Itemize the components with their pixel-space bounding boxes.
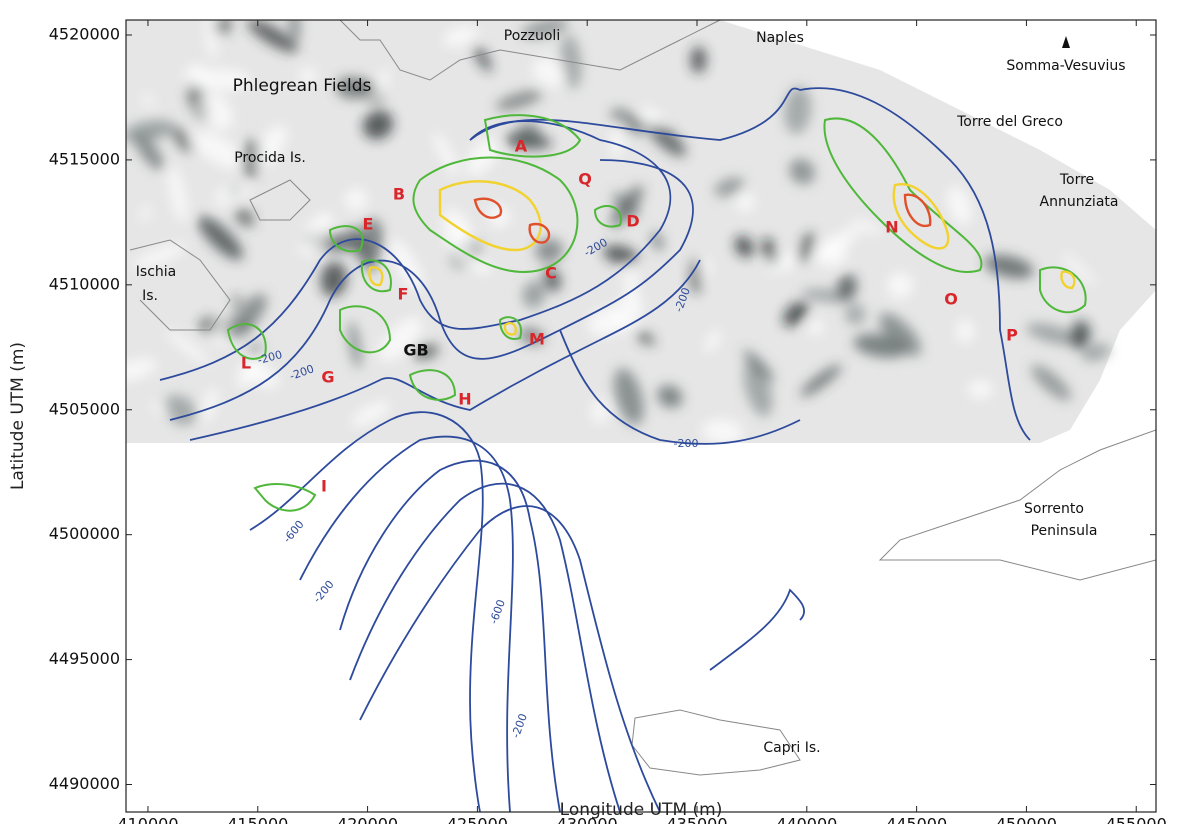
anomaly-label: F bbox=[398, 285, 409, 304]
anomaly-label: M bbox=[529, 330, 545, 349]
place-label: Is. bbox=[142, 288, 158, 304]
x-tick-label: 455000 bbox=[1106, 815, 1167, 824]
anomaly-label: P bbox=[1006, 326, 1018, 345]
volcano-symbol bbox=[1062, 36, 1070, 48]
x-tick-label: 435000 bbox=[666, 815, 727, 824]
anomaly-label: O bbox=[944, 290, 958, 309]
x-tick-label: 415000 bbox=[227, 815, 288, 824]
place-label: Ischia bbox=[136, 264, 176, 280]
x-tick-label: 445000 bbox=[886, 815, 947, 824]
contour-label: -600 bbox=[281, 518, 307, 545]
anomaly-label: Q bbox=[578, 170, 592, 189]
place-label: Torre del Greco bbox=[956, 114, 1063, 130]
place-label: Sorrento bbox=[1024, 501, 1084, 517]
y-tick-label: 4505000 bbox=[49, 399, 120, 418]
x-tick-label: 420000 bbox=[337, 815, 398, 824]
anomaly-label: L bbox=[241, 354, 251, 373]
anomaly-label: GB bbox=[403, 341, 428, 360]
contour-label: -200 bbox=[674, 437, 699, 450]
anomaly-label: I bbox=[321, 477, 327, 496]
anomaly-label: D bbox=[626, 212, 639, 231]
y-tick-label: 4520000 bbox=[49, 24, 120, 43]
x-tick-label: 450000 bbox=[996, 815, 1057, 824]
place-label: Procida Is. bbox=[234, 150, 306, 166]
contour-label: -600 bbox=[487, 598, 508, 626]
place-label: Torre bbox=[1059, 172, 1094, 188]
y-tick-label: 4515000 bbox=[49, 149, 120, 168]
place-label: Naples bbox=[756, 30, 804, 46]
x-tick-label: 425000 bbox=[447, 815, 508, 824]
place-label: Pozzuoli bbox=[504, 28, 560, 44]
x-tick-label: 440000 bbox=[776, 815, 837, 824]
place-label: Peninsula bbox=[1031, 523, 1098, 539]
map: Pozzuoli Naples Somma-Vesuvius Phlegrean… bbox=[0, 0, 1186, 824]
anomaly-label: H bbox=[458, 390, 471, 409]
place-label: Annunziata bbox=[1040, 194, 1119, 210]
anomaly-label: G bbox=[321, 368, 334, 387]
anomaly-label: N bbox=[885, 218, 898, 237]
x-tick-label: 430000 bbox=[557, 815, 618, 824]
anomaly-label: A bbox=[515, 137, 528, 156]
anomaly-label: C bbox=[545, 264, 557, 283]
contour-label: -200 bbox=[509, 712, 530, 740]
anomaly-label: E bbox=[363, 215, 374, 234]
contour-label: -200 bbox=[311, 578, 337, 605]
y-tick-label: 4510000 bbox=[49, 274, 120, 293]
y-axis-title: Latitude UTM (m) bbox=[8, 342, 28, 490]
x-tick-label: 410000 bbox=[117, 815, 178, 824]
place-label: Somma-Vesuvius bbox=[1006, 58, 1125, 74]
anomaly-label: B bbox=[393, 185, 405, 204]
y-tick-label: 4500000 bbox=[49, 524, 120, 543]
place-label: Phlegrean Fields bbox=[233, 76, 372, 96]
y-tick-label: 4490000 bbox=[49, 774, 120, 793]
place-label: Capri Is. bbox=[763, 740, 820, 756]
y-tick-label: 4495000 bbox=[49, 649, 120, 668]
